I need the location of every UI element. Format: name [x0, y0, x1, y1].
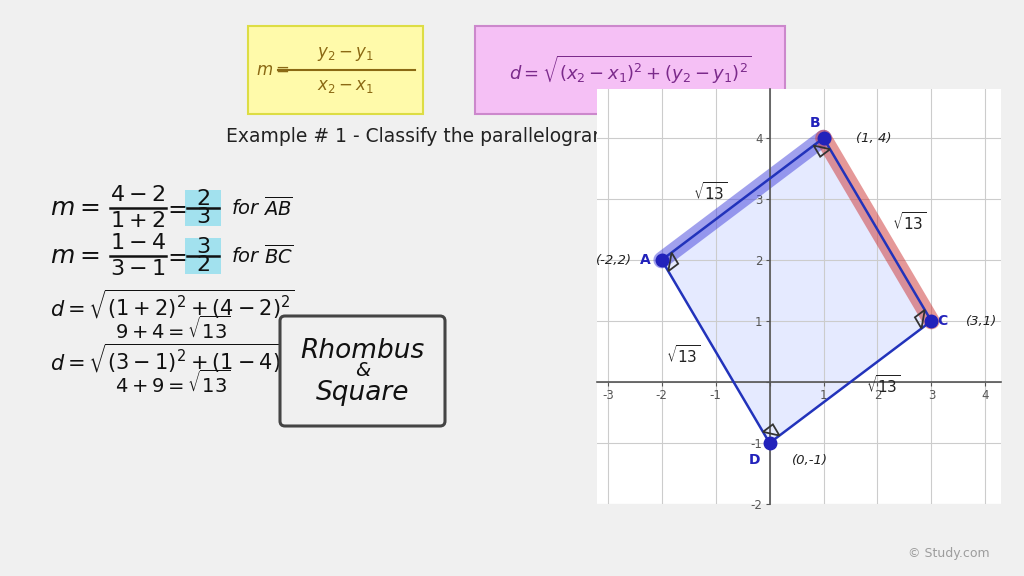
Text: $2$: $2$ [196, 189, 210, 209]
Text: (1, 4): (1, 4) [856, 131, 891, 145]
FancyBboxPatch shape [280, 316, 445, 426]
Text: (3,1): (3,1) [967, 314, 997, 328]
Text: $=$: $=$ [164, 244, 188, 268]
Text: A: A [640, 253, 651, 267]
Text: $=$: $=$ [164, 196, 188, 220]
Text: $\sqrt{13}$: $\sqrt{13}$ [893, 211, 927, 233]
Text: $x_2 - x_1$: $x_2 - x_1$ [317, 77, 374, 95]
Polygon shape [662, 138, 932, 443]
Text: for $\overline{AB}$: for $\overline{AB}$ [231, 196, 293, 220]
Text: $9 + 4 = \sqrt{13}$: $9 + 4 = \sqrt{13}$ [115, 316, 230, 343]
Bar [185, 190, 221, 226]
Text: D: D [749, 453, 760, 467]
Text: $m=$: $m=$ [256, 61, 290, 79]
Text: $1-4$: $1-4$ [110, 233, 166, 253]
Text: $3$: $3$ [196, 237, 210, 257]
Text: $2$: $2$ [196, 255, 210, 275]
Bar [248, 26, 423, 114]
Text: $3-1$: $3-1$ [111, 259, 166, 279]
Text: $3$: $3$ [196, 207, 210, 227]
Text: $m=$: $m=$ [50, 244, 99, 268]
Text: $y_2 - y_1$: $y_2 - y_1$ [317, 45, 374, 63]
Bar [185, 238, 221, 274]
Text: (-2,2): (-2,2) [596, 253, 632, 267]
Text: $\sqrt{13}$: $\sqrt{13}$ [865, 374, 900, 396]
Text: Square: Square [315, 380, 410, 406]
Text: $m=$: $m=$ [50, 196, 99, 220]
Text: $1+2$: $1+2$ [111, 211, 166, 231]
Text: B: B [810, 116, 820, 130]
Text: $4 + 9 = \sqrt{13}$: $4 + 9 = \sqrt{13}$ [115, 369, 230, 397]
Text: Example # 1 - Classify the parallelogram in the figure below:: Example # 1 - Classify the parallelogram… [226, 127, 798, 146]
Text: &: & [355, 362, 370, 381]
Text: $d = \sqrt{(3-1)^2 + (1-4)^2}$: $d = \sqrt{(3-1)^2 + (1-4)^2}$ [50, 341, 295, 375]
Bar [475, 26, 785, 114]
Text: $4-2$: $4-2$ [111, 185, 166, 205]
Text: © Study.com: © Study.com [908, 548, 990, 560]
Text: for $\overline{BC}$: for $\overline{BC}$ [231, 244, 293, 268]
Text: $d = \sqrt{(x_2-x_1)^2 + (y_2-y_1)^2}$: $d = \sqrt{(x_2-x_1)^2 + (y_2-y_1)^2}$ [509, 54, 752, 86]
Text: $\sqrt{13}$: $\sqrt{13}$ [666, 343, 700, 366]
Text: C: C [937, 314, 947, 328]
Text: (0,-1): (0,-1) [793, 453, 828, 467]
Text: Rhombus: Rhombus [300, 338, 425, 364]
Text: $d = \sqrt{(1+2)^2 + (4-2)^2}$: $d = \sqrt{(1+2)^2 + (4-2)^2}$ [50, 287, 295, 321]
Text: $\sqrt{13}$: $\sqrt{13}$ [693, 181, 727, 203]
